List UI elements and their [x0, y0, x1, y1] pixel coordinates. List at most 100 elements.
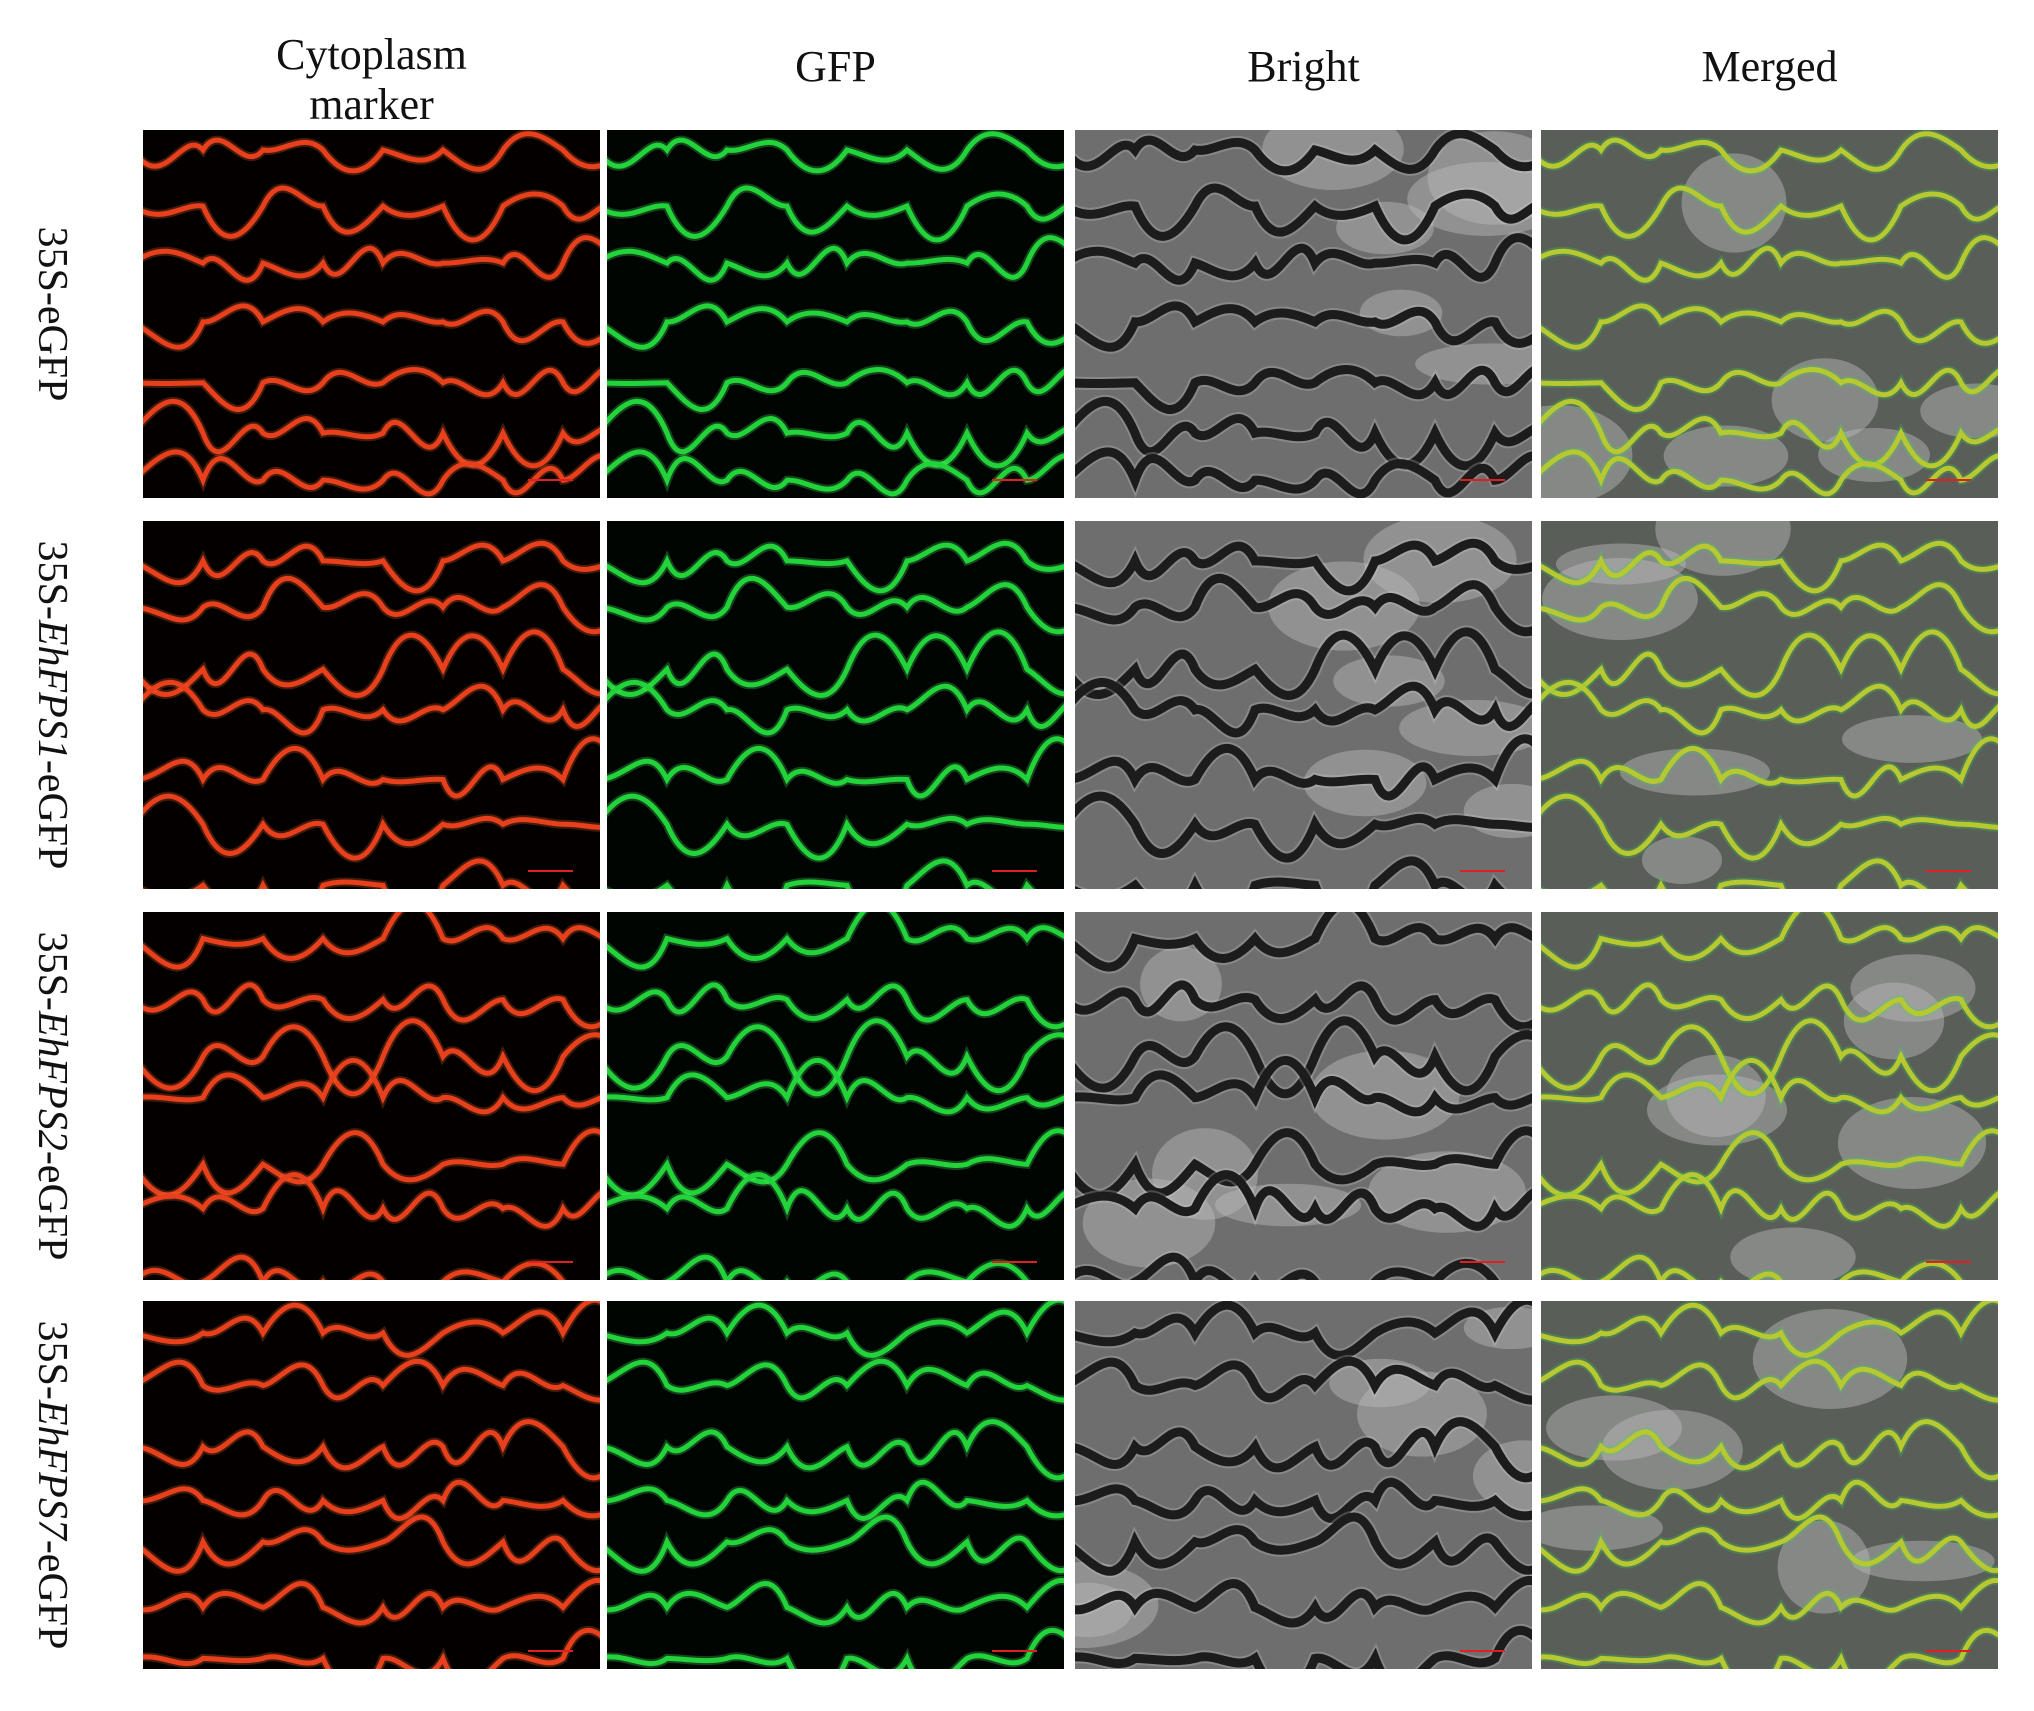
cell-wall [607, 185, 1064, 243]
cell-wall [607, 1419, 1064, 1481]
bright-patch [1415, 343, 1532, 385]
cell-wall [143, 793, 600, 861]
micrograph [1075, 521, 1532, 889]
cell-wall [607, 736, 1064, 799]
cell-wall [1541, 185, 1998, 243]
bright-patch [1541, 1505, 1663, 1551]
cell-wall [1541, 575, 1998, 635]
micrograph [1075, 130, 1532, 498]
cell-wall [1541, 912, 1998, 970]
micrograph-image [1541, 912, 1998, 1280]
micrograph-image [1075, 1301, 1532, 1669]
cell-wall [607, 1358, 1064, 1403]
cell-wall [607, 1057, 1064, 1115]
cell-wall [1541, 1578, 1998, 1626]
cell-wall [1541, 679, 1998, 736]
cell-wall [607, 398, 1064, 469]
cell-wall [607, 982, 1064, 1030]
cell-wall [607, 1254, 1029, 1280]
cell-wall [143, 131, 600, 174]
micrograph-image [607, 538, 1064, 889]
bright-patch [1619, 748, 1771, 796]
cell-wall [607, 1578, 1064, 1626]
micrograph-image [1075, 912, 1532, 1280]
micrograph-image [607, 1301, 1064, 1669]
cell-wall [607, 1301, 1064, 1358]
cell-wall [143, 1301, 600, 1358]
cell-wall [1541, 1128, 1998, 1198]
cell-wall [1075, 1126, 1532, 1200]
cell-wall [1075, 1512, 1532, 1576]
cell-wall [1541, 1479, 1998, 1521]
bright-patch [1541, 405, 1633, 498]
cell-wall [607, 540, 1064, 594]
micrograph [607, 912, 1064, 1280]
cell-wall-glow [143, 1477, 600, 1523]
cell-wall [1541, 1301, 1998, 1358]
cell-wall [1541, 982, 1998, 1030]
cell-wall [1075, 301, 1532, 352]
bright-patch [1663, 425, 1789, 487]
cell-wall [607, 449, 1064, 497]
bright-patch [1357, 1371, 1487, 1457]
micrograph-image [143, 538, 600, 889]
cell-wall [1541, 1358, 1998, 1403]
column-header: Cytoplasm marker [276, 30, 467, 129]
row-label-part: EhFPS2 [29, 1010, 75, 1151]
cell-wall [1075, 538, 1532, 596]
cell-wall [143, 1358, 600, 1403]
cell-wall [1075, 677, 1532, 738]
cell-wall [607, 1514, 1064, 1574]
cell-wall [1075, 1576, 1532, 1628]
cell-wall-glow [1541, 1625, 1998, 1669]
cell-wall [143, 1627, 600, 1669]
cell-wall [1075, 791, 1532, 863]
micrograph-image [143, 1301, 600, 1669]
cell-wall [143, 235, 600, 283]
cell-wall [1075, 1016, 1532, 1099]
cell-wall [1541, 736, 1998, 799]
cell-wall [143, 575, 600, 635]
row-label: 35S-EhFPS7-eGFP [28, 1320, 76, 1649]
cell-wall-glow [607, 1301, 1064, 1360]
cell-wall [1075, 1477, 1532, 1523]
cell-wall-glow [607, 301, 1064, 352]
cell-wall [143, 629, 600, 698]
row-label-part: EhFPS1 [29, 619, 75, 760]
cell-wall [607, 575, 1064, 635]
cell-wall [143, 1172, 600, 1229]
cell-wall [1541, 540, 1998, 594]
cell-wall [607, 367, 1064, 412]
micrograph-image [1541, 130, 1998, 498]
cell-wall [1541, 449, 1998, 497]
cell-wall [1541, 1627, 1998, 1669]
micrograph-image [1075, 521, 1532, 889]
cell-wall-glow [143, 1625, 600, 1669]
cell-wall [143, 1578, 600, 1626]
cell-wall [607, 679, 1064, 736]
bright-patch [1472, 1440, 1532, 1512]
cell-wall [607, 235, 1064, 283]
cell-wall [143, 982, 600, 1030]
micrograph-image [143, 912, 600, 1280]
micrograph [607, 1301, 1064, 1669]
cell-wall [143, 540, 600, 594]
cell-wall [607, 1018, 1064, 1097]
cell-wall [143, 1419, 600, 1481]
cell-wall [1541, 398, 1998, 469]
micrograph [1075, 912, 1532, 1280]
column-header: GFP [795, 42, 876, 91]
micrograph [1541, 1301, 1998, 1669]
cell-wall [1075, 1625, 1532, 1669]
cell-wall [1075, 1301, 1532, 1360]
micrograph [1075, 1301, 1532, 1669]
cell-wall [1541, 235, 1998, 283]
row-label-part: EhFPS7 [29, 1399, 75, 1540]
bright-patch [1601, 1409, 1743, 1491]
cell-wall [143, 736, 600, 799]
cell-wall [143, 858, 570, 889]
cell-wall [1541, 1057, 1998, 1115]
cell-wall [1541, 1172, 1998, 1229]
cell-wall [143, 1018, 600, 1097]
